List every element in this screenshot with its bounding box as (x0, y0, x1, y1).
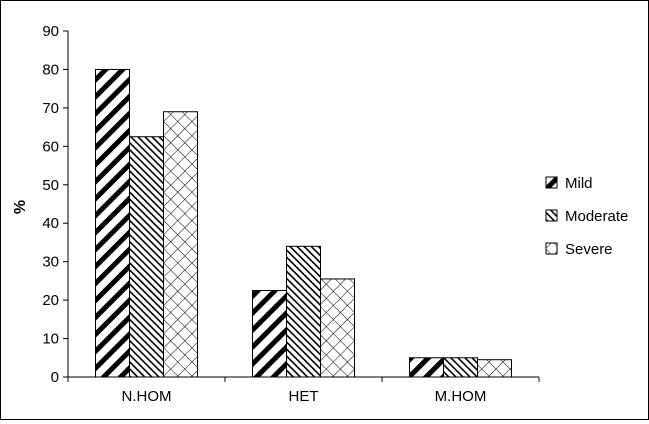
x-tick-label: M.HOM (435, 388, 487, 405)
bars-group (95, 68, 512, 378)
bar-moderate-mhom (443, 357, 478, 378)
y-axis-label: % (12, 200, 29, 214)
bar-severe-het (320, 278, 355, 378)
legend-swatch-moderate (545, 209, 558, 222)
bar-moderate-het (286, 245, 321, 378)
y-tick-label: 60 (42, 138, 59, 155)
x-axis-ticks: N.HOM HET M.HOM (67, 377, 540, 405)
x-tick-label: HET (289, 388, 319, 405)
legend-swatch-mild (545, 176, 558, 189)
y-tick-label: 10 (42, 331, 59, 348)
y-tick-label: 90 (42, 23, 59, 40)
y-tick-label: 0 (51, 369, 59, 386)
y-tick-label: 30 (42, 254, 59, 271)
y-axis-ticks: 0 10 20 30 40 50 60 70 80 90 (42, 23, 68, 386)
legend-label-mild: Mild (565, 175, 593, 192)
bar-severe-nhom (163, 111, 198, 378)
legend-swatch-severe (545, 242, 558, 255)
y-tick-label: 40 (42, 215, 59, 232)
bar-moderate-nhom (129, 136, 164, 378)
legend-label-severe: Severe (565, 241, 613, 258)
y-tick-label: 20 (42, 292, 59, 309)
bar-severe-mhom (477, 359, 512, 378)
x-tick-label: N.HOM (122, 388, 172, 405)
bar-mild-het (252, 290, 287, 378)
legend-label-moderate: Moderate (565, 208, 628, 225)
bar-mild-nhom (95, 68, 130, 378)
y-tick-label: 70 (42, 100, 59, 117)
legend: Mild Moderate Severe (545, 175, 628, 258)
bar-mild-mhom (409, 357, 444, 378)
y-tick-label: 80 (42, 61, 59, 78)
y-tick-label: 50 (42, 177, 59, 194)
